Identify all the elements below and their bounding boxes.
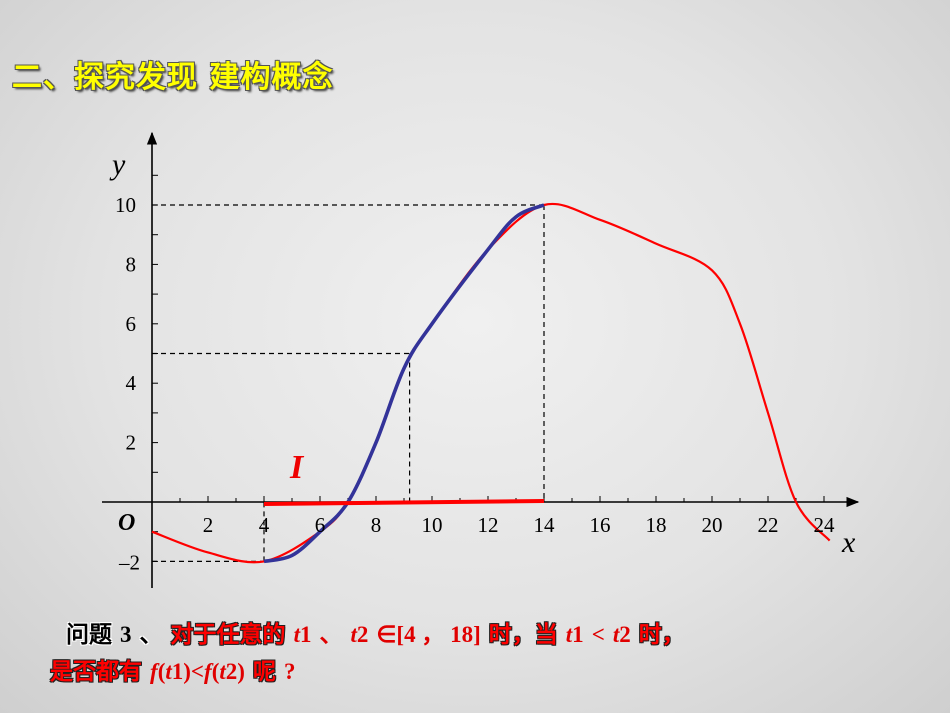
increasing-segment <box>263 203 545 564</box>
x-tick-label: 4 <box>259 513 270 537</box>
interval-expression: ∈[4 ， 18] <box>376 622 481 647</box>
question-text-red-2: 是否都有 <box>50 659 142 685</box>
x-tick-label: 10 <box>422 513 443 537</box>
y-tick-label: 10 <box>115 193 136 217</box>
y-tick-label: 4 <box>126 371 137 395</box>
interval-segment <box>263 499 545 506</box>
x-tick-label: 12 <box>478 513 499 537</box>
x-tick-label: 18 <box>646 513 667 537</box>
question-end: 呢 <box>252 659 276 685</box>
question-when2: 时， <box>638 622 685 648</box>
less-than: < <box>591 622 605 647</box>
var-t2: t2 <box>350 622 369 647</box>
function-curve <box>151 202 831 564</box>
interval-label: I <box>289 449 305 486</box>
slide-title: 二、探究发现 建构概念 <box>12 60 334 95</box>
question-line-1: 问题 3 、 对于任意的 t1 、 t2 ∈[4 ， 18] 时，当 t1 < … <box>66 615 685 649</box>
var-t1: t1 <box>293 622 312 647</box>
y-axis-label: y <box>109 148 126 181</box>
y-tick-label: 2 <box>126 431 137 455</box>
x-tick-label: 8 <box>371 513 382 537</box>
x-tick-label: 16 <box>590 513 611 537</box>
y-tick-label: 6 <box>126 312 137 336</box>
x-tick-label: 14 <box>534 513 556 537</box>
origin-label: O <box>118 510 135 536</box>
y-tick-label-negative: –2 <box>118 550 140 574</box>
question-separator: 、 <box>139 622 163 648</box>
x-tick-label: 6 <box>315 513 326 537</box>
x-tick-label: 2 <box>203 513 214 537</box>
question-mark: ? <box>283 659 296 684</box>
question-number: 3 <box>120 622 132 647</box>
question-text-red: 对于任意的 <box>170 622 286 648</box>
x-tick-label: 22 <box>758 513 779 537</box>
x-tick-label: 24 <box>814 513 836 537</box>
inequality-expression: f(t1)<f(t2) <box>150 659 245 684</box>
x-tick-label: 20 <box>702 513 723 537</box>
var-t2b: t2 <box>612 622 631 647</box>
question-when: 时，当 <box>488 622 558 648</box>
question-line-2: 是否都有 f(t1)<f(t2) 呢 ? <box>50 652 295 686</box>
var-t1b: t1 <box>565 622 584 647</box>
x-axis-label: x <box>841 526 856 559</box>
question-prefix: 问题 <box>66 622 112 648</box>
comma: 、 <box>319 622 343 647</box>
y-tick-label: 8 <box>126 252 137 276</box>
